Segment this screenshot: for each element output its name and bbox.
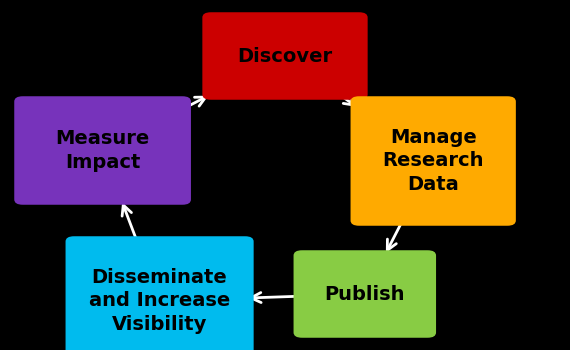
FancyBboxPatch shape <box>202 12 368 100</box>
Text: Disseminate
and Increase
Visibility: Disseminate and Increase Visibility <box>89 268 230 334</box>
FancyBboxPatch shape <box>351 96 516 226</box>
Text: Measure
Impact: Measure Impact <box>55 129 150 172</box>
Text: Publish: Publish <box>324 285 405 303</box>
Text: Manage
Research
Data: Manage Research Data <box>382 128 484 194</box>
FancyBboxPatch shape <box>14 96 191 205</box>
FancyBboxPatch shape <box>66 236 254 350</box>
FancyBboxPatch shape <box>294 250 436 338</box>
Text: Discover: Discover <box>238 47 332 65</box>
